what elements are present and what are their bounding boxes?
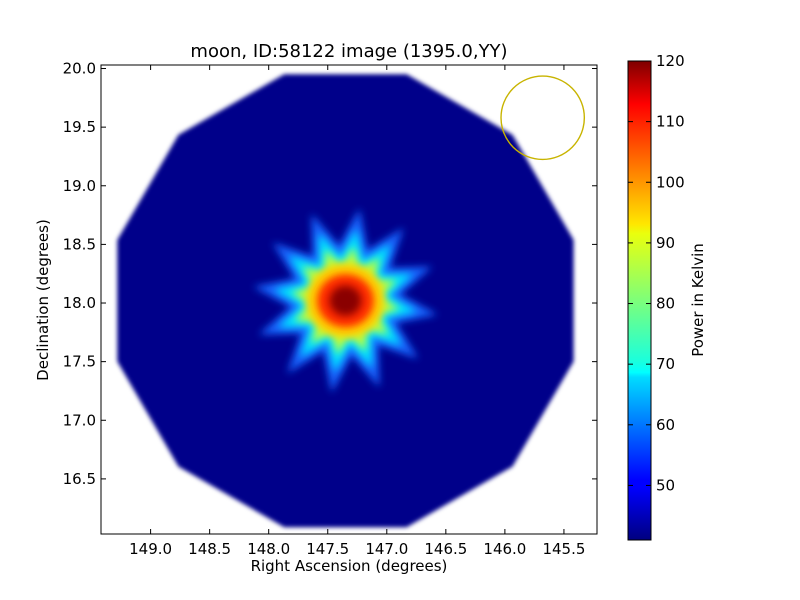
colorbar-ticks: 50 60 70 80 90 100 110 120 (628, 52, 685, 494)
colorbar-tick-label: 90 (656, 234, 675, 252)
source-peak (329, 285, 362, 316)
colorbar-tick-label: 80 (656, 295, 675, 313)
y-tick-label: 17.5 (63, 353, 96, 371)
y-axis-label: Declination (degrees) (34, 219, 52, 381)
x-tick-label: 145.5 (542, 540, 585, 558)
y-tick-label: 20.0 (63, 60, 96, 78)
x-tick-label: 147.5 (306, 540, 349, 558)
plot-area (117, 74, 586, 528)
x-tick-label: 149.0 (129, 540, 172, 558)
x-tick-label: 148.0 (247, 540, 290, 558)
x-axis: 149.0 148.5 148.0 147.5 147.0 146.5 146.0 145.5 (129, 65, 585, 558)
y-tick-label: 18.5 (63, 235, 96, 253)
x-tick-label: 146.0 (483, 540, 526, 558)
chart-title: moon, ID:58122 image (1395.0,YY) (190, 41, 507, 62)
colorbar-gradient (627, 60, 652, 541)
colorbar-tick-label: 50 (656, 476, 675, 494)
moon-source-blob (253, 208, 438, 393)
y-tick-label: 19.5 (63, 118, 96, 136)
plot-frame (100, 64, 598, 535)
y-tick-label: 17.0 (63, 411, 96, 429)
y-tick-label: 19.0 (63, 177, 96, 195)
y-axis: 16.5 17.0 17.5 18.0 18.5 19.0 19.5 20.0 (63, 60, 597, 488)
colorbar-tick-label: 60 (656, 416, 675, 434)
colorbar-label: Power in Kelvin (689, 243, 707, 357)
x-tick-label: 148.5 (188, 540, 231, 558)
x-tick-label: 146.5 (424, 540, 467, 558)
beam-circle (500, 75, 586, 161)
colorbar: 50 60 70 80 90 100 110 120 Power in Kelvin (627, 52, 707, 541)
colorbar-tick-label: 70 (656, 355, 675, 373)
colorbar-tick-label: 120 (656, 52, 685, 70)
colorbar-tick-label: 110 (656, 113, 685, 131)
colorbar-tick-label: 100 (656, 173, 685, 191)
y-tick-label: 16.5 (63, 470, 96, 488)
x-axis-label: Right Ascension (degrees) (251, 557, 448, 575)
x-tick-label: 147.0 (365, 540, 408, 558)
y-tick-label: 18.0 (63, 294, 96, 312)
